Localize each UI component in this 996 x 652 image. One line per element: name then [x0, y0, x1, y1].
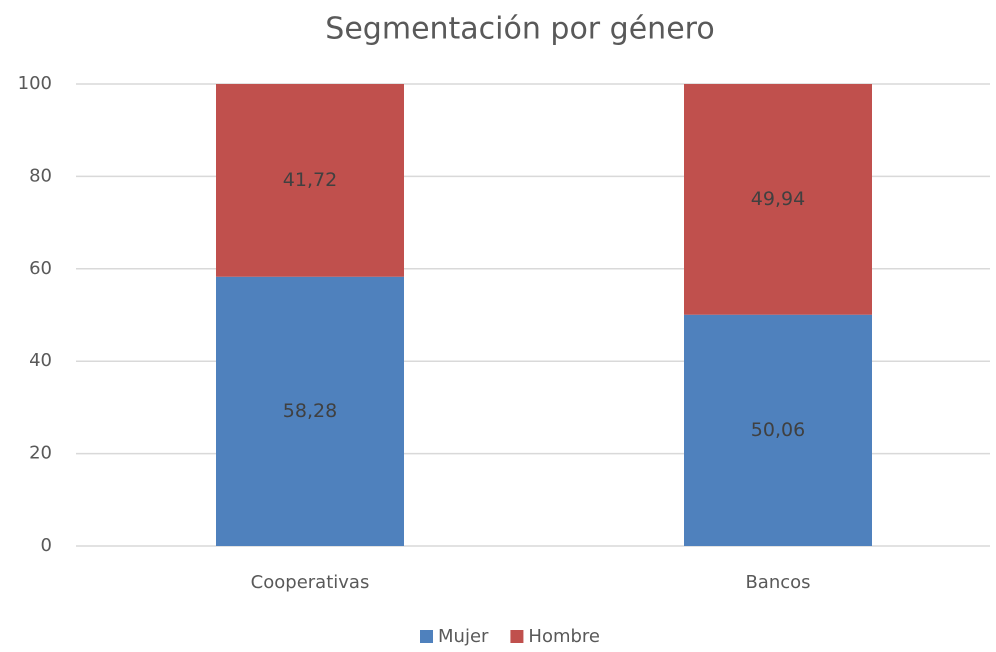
x-tick-label: Bancos: [745, 572, 810, 593]
y-tick-label: 100: [18, 73, 52, 94]
legend-swatch: [420, 630, 433, 643]
data-label: 49,94: [751, 188, 805, 210]
bar-segment: [684, 314, 872, 546]
y-tick-label: 20: [29, 443, 52, 464]
y-tick-label: 0: [41, 535, 52, 556]
legend-label: Mujer: [438, 626, 489, 647]
y-tick-label: 60: [29, 258, 52, 279]
bar-segment: [216, 84, 404, 277]
bar-segment: [216, 276, 404, 546]
legend-swatch: [510, 630, 524, 643]
y-tick-label: 40: [29, 350, 52, 371]
x-tick-label: Cooperativas: [251, 572, 370, 593]
legend-label: Hombre: [528, 626, 600, 647]
chart-title: Segmentación por género: [325, 12, 714, 47]
bar-segment: [684, 84, 872, 315]
data-label: 41,72: [283, 169, 337, 191]
y-tick-label: 80: [29, 165, 52, 186]
data-label: 58,28: [283, 400, 337, 422]
data-label: 50,06: [751, 419, 805, 441]
